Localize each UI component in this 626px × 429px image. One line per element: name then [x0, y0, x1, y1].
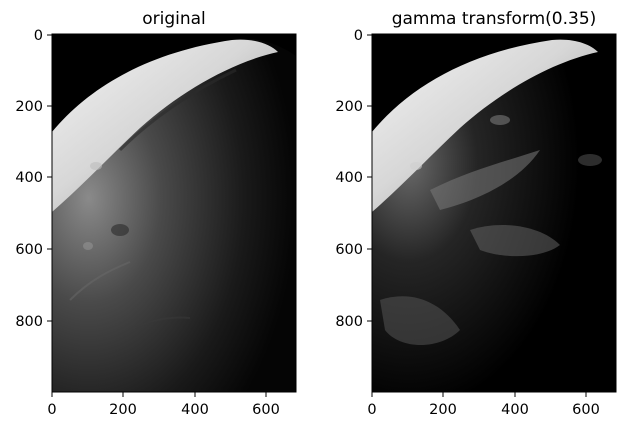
x-tick-label: 200	[429, 402, 457, 418]
x-tick-label: 400	[501, 402, 529, 418]
y-axis: 0 200 400 600 800	[15, 28, 52, 330]
moon-image	[52, 34, 296, 392]
y-tick-label: 600	[15, 242, 43, 258]
y-tick-label: 400	[15, 170, 43, 186]
y-axis: 0 200 400 600 800	[335, 28, 372, 330]
y-tick-label: 0	[34, 28, 43, 44]
x-tick-label: 200	[109, 402, 137, 418]
panel-gamma: gamma transform(0.35) 0 200 400 600 800	[335, 9, 617, 418]
y-tick-label: 600	[335, 242, 363, 258]
x-tick-label: 0	[367, 402, 376, 418]
x-axis: 0 200 400 600	[47, 392, 280, 418]
y-tick-label: 800	[335, 314, 363, 330]
y-tick-label: 400	[335, 170, 363, 186]
x-axis: 0 200 400 600	[367, 392, 600, 418]
panel-title: gamma transform(0.35)	[392, 9, 597, 29]
x-tick-label: 0	[47, 402, 56, 418]
x-tick-label: 600	[252, 402, 280, 418]
x-tick-label: 400	[181, 402, 209, 418]
y-tick-label: 200	[335, 99, 363, 115]
x-tick-label: 600	[572, 402, 600, 418]
gamma-image	[372, 34, 616, 392]
panel-original: original 0 200 400 600 8	[15, 9, 297, 418]
y-tick-label: 800	[15, 314, 43, 330]
y-tick-label: 0	[354, 28, 363, 44]
panel-title: original	[142, 9, 206, 29]
y-tick-label: 200	[15, 99, 43, 115]
